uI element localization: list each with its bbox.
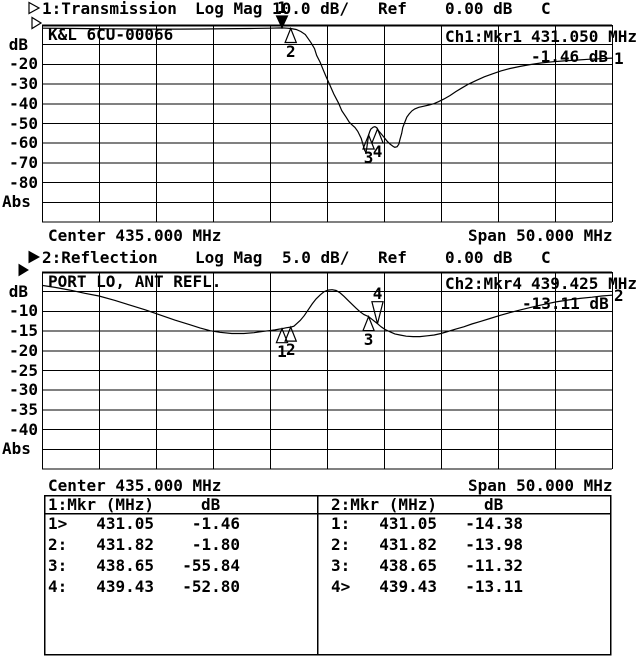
ch2-format: Log Mag (195, 248, 263, 267)
marker-3-label-ch2: 3 (363, 329, 374, 349)
table1-row1-db: -1.46 (191, 514, 240, 533)
ch2-span: Span 50.000 MHz (468, 476, 613, 495)
table2-row4-marker: 4> (331, 577, 351, 596)
marker-2-symbol-ch2 (284, 325, 298, 342)
y-tick--20-ch1: -20 (9, 54, 38, 74)
ch1-span: Span 50.000 MHz (468, 226, 613, 245)
y-tick--35-ch2: -35 (9, 399, 38, 419)
trace-ch1 (41, 27, 613, 155)
y-tick--30-ch1: -30 (9, 74, 38, 94)
table1-row4-freq: 439.43 (96, 577, 154, 596)
table1-row2-db: -1.80 (191, 535, 240, 554)
ref-level-arrow-icon-ch2 (18, 263, 29, 277)
table2-row2-marker: 2: (331, 535, 351, 554)
table2-row2-freq: 431.82 (379, 535, 437, 554)
marker-3-symbol-ch2 (362, 314, 376, 332)
table2-title: 2:Mkr (MHz) (331, 495, 437, 514)
marker-table-border (43, 494, 612, 656)
ch1-ref-label: Ref (378, 0, 407, 18)
ch1-cal-indicator: C (541, 0, 551, 18)
y-tick--25-ch2: -25 (9, 360, 38, 380)
marker-1-symbol-ch1 (275, 15, 289, 30)
marker-4-symbol-ch1 (371, 127, 384, 144)
y-tick--80-ch1: -80 (9, 172, 38, 192)
y-tick--10-ch2: -10 (9, 301, 38, 321)
graticule-ch1 (42, 24, 613, 223)
y-axis-unit-ch2: dB (8, 281, 28, 301)
marker-1-label-ch1: 1 (277, 0, 287, 17)
marker-2-label-ch2: 2 (285, 340, 296, 360)
table1-row3-freq: 438.65 (96, 556, 154, 575)
table1-row4-db: -52.80 (182, 577, 240, 596)
marker-3-symbol-ch1 (362, 133, 376, 150)
table1-row1-freq: 431.05 (96, 514, 154, 533)
table1-row2-marker: 2: (48, 535, 68, 554)
y-tick--40-ch1: -40 (9, 93, 38, 113)
marker-1-symbol-ch2 (275, 327, 289, 344)
ch2-device-label: PORT LO, ANT REFL. (48, 272, 222, 291)
ch1-marker-value: -1.46 dB (531, 47, 609, 66)
table1-row3-db: -55.84 (182, 556, 240, 575)
ch1-ref-value: 0.00 dB (445, 0, 513, 18)
ch1-marker-readout: Ch1:Mkr1 (445, 27, 523, 46)
ch2-marker-value: -13.11 dB (522, 294, 609, 313)
table2-row4-freq: 439.43 (379, 577, 437, 596)
table1-row1-marker: 1> (48, 514, 68, 533)
table2-row2-db: -13.98 (465, 535, 523, 554)
table1-title: 1:Mkr (MHz) (48, 495, 154, 514)
table1-unit: dB (201, 495, 221, 514)
table1-row4-marker: 4: (48, 577, 68, 596)
y-tick--70-ch1: -70 (9, 152, 38, 172)
ch2-trace-number: 2 (614, 286, 624, 305)
ch2-ref-value: 0.00 dB (445, 248, 513, 267)
y-tick--60-ch1: -60 (9, 133, 38, 153)
marker-2-label-ch1: 2 (285, 41, 296, 61)
table2-row4-db: -13.11 (465, 577, 523, 596)
y-tick--40-ch2: -40 (9, 419, 38, 439)
y-tick--20-ch2: -20 (9, 340, 38, 360)
marker-2-symbol-ch1 (284, 26, 298, 44)
marker-4-label-ch2: 4 (372, 283, 383, 303)
marker-4-label-ch1: 4 (372, 142, 383, 162)
table2-unit: dB (484, 495, 504, 514)
ch1-center-freq: Center 435.000 MHz (48, 226, 222, 245)
table1-row2-freq: 431.82 (96, 535, 154, 554)
ch1-scale: 10.0 dB/ (272, 0, 350, 18)
y-tick-abs-ch1: Abs (2, 192, 31, 212)
table2-row1-freq: 431.05 (379, 514, 437, 533)
y-axis-unit-ch1: dB (8, 34, 28, 54)
ch2-ref-label: Ref (378, 248, 407, 267)
trace-ch2 (41, 284, 613, 338)
y-tick--15-ch2: -15 (9, 321, 38, 341)
ch1-title: 1:Transmission (42, 0, 177, 18)
table2-row3-freq: 438.65 (379, 556, 437, 575)
ref-level-arrow-icon-ch1 (31, 16, 43, 30)
y-tick-abs-ch2: Abs (2, 439, 31, 459)
table2-row1-marker: 1: (331, 514, 351, 533)
marker-1-label-ch2: 1 (277, 341, 287, 361)
marker-4-symbol-ch2 (371, 301, 384, 324)
ch1-format: Log Mag (195, 0, 263, 18)
table1-row3-marker: 3: (48, 556, 68, 575)
ch2-title: 2:Reflection (42, 248, 158, 267)
ch1-device-label: K&L 6CU-00066 (48, 25, 174, 44)
table2-row3-db: -11.32 (465, 556, 523, 575)
y-tick--50-ch1: -50 (9, 113, 38, 133)
channel-arrow-icon-ch2 (28, 250, 41, 264)
channel-arrow-icon-ch1 (28, 1, 41, 15)
ch1-marker-freq: 431.050 MHz (531, 27, 637, 46)
y-tick--30-ch2: -30 (9, 380, 38, 400)
ch2-center-freq: Center 435.000 MHz (48, 476, 222, 495)
ch2-marker-freq: 439.425 MHz (531, 274, 637, 293)
table2-row3-marker: 3: (331, 556, 351, 575)
marker-3-label-ch1: 3 (363, 148, 374, 167)
graticule-ch2 (42, 271, 613, 470)
ch1-trace-number: 1 (614, 49, 624, 68)
ch2-cal-indicator: C (541, 248, 551, 267)
ch2-marker-readout: Ch2:Mkr4 (445, 274, 523, 293)
ch2-scale: 5.0 dB/ (282, 248, 350, 267)
table2-row1-db: -14.38 (465, 514, 523, 533)
